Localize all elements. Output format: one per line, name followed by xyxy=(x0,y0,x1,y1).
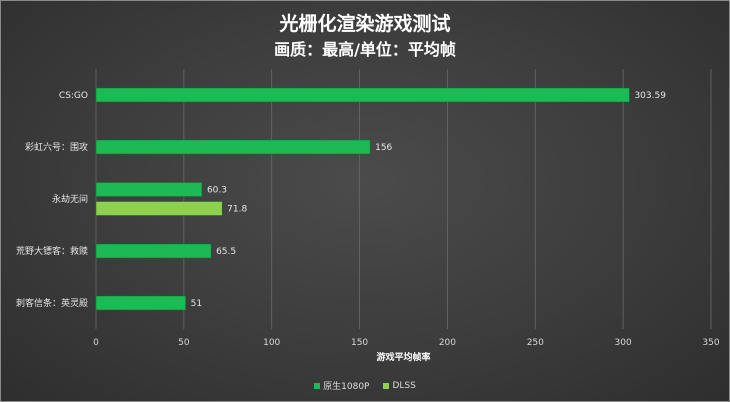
legend-item: 原生1080P xyxy=(314,379,369,392)
data-label: 51 xyxy=(191,299,202,309)
x-tick-label: 150 xyxy=(351,338,368,348)
bar-原生1080P xyxy=(95,295,186,311)
data-label: 60.3 xyxy=(207,186,227,196)
chart-subtitle: 画质：最高/单位：平均帧 xyxy=(274,40,456,59)
legend-item: DLSS xyxy=(383,379,416,392)
chart-legend: 原生1080P DLSS xyxy=(1,379,729,392)
x-tick-label: 100 xyxy=(263,338,280,348)
category-label: 彩虹六号：围攻 xyxy=(25,141,88,153)
bar-DLSS xyxy=(95,201,223,216)
legend-label: DLSS xyxy=(392,380,416,391)
data-label: 303.59 xyxy=(634,91,666,101)
legend-label: 原生1080P xyxy=(323,382,370,392)
category-label: 荒野大镖客：救赎 xyxy=(16,245,88,257)
x-tick-label: 0 xyxy=(93,338,99,348)
category-label: 刺客信条：英灵殿 xyxy=(16,297,88,309)
bar-原生1080P xyxy=(95,139,371,155)
category-label: CS:GO xyxy=(59,91,88,101)
legend-swatch xyxy=(314,382,321,389)
x-axis-title: 游戏平均帧率 xyxy=(376,351,430,363)
x-tick-label: 50 xyxy=(178,338,190,348)
data-label: 71.8 xyxy=(227,205,247,215)
data-label: 65.5 xyxy=(216,247,236,257)
x-tick-label: 300 xyxy=(615,338,632,348)
bar-原生1080P xyxy=(95,243,212,259)
chart-title: 光栅化渲染游戏测试 xyxy=(279,13,451,35)
data-label: 156 xyxy=(375,143,392,153)
category-label: 永劫无间 xyxy=(52,193,88,205)
bar-原生1080P xyxy=(95,87,630,103)
x-tick-label: 250 xyxy=(527,338,544,348)
x-tick-label: 350 xyxy=(702,338,719,348)
x-tick-label: 200 xyxy=(439,338,456,348)
legend-swatch xyxy=(383,382,390,389)
bar-原生1080P xyxy=(95,182,203,197)
